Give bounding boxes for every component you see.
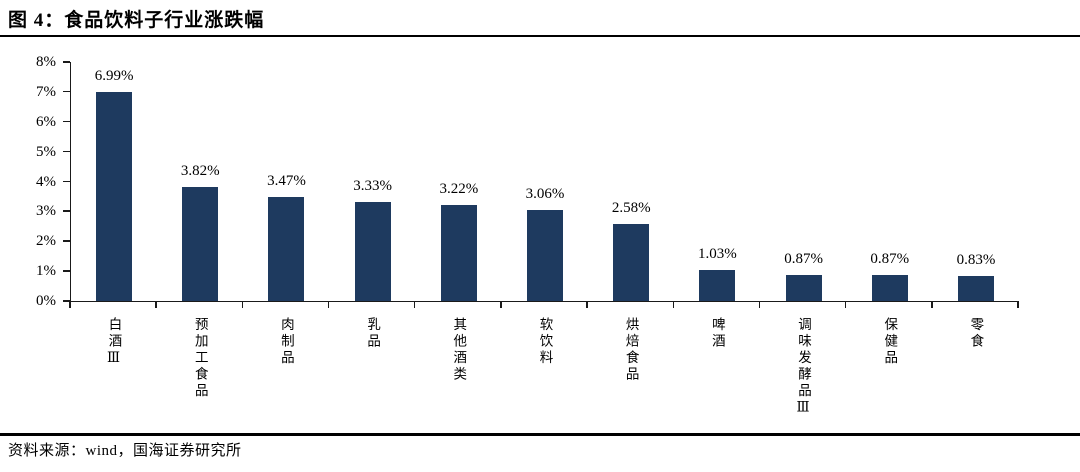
bar [96,92,133,301]
plot-area: 6.99% 3.82% 3.47% 3.33% 3.22% 3.06% 2.58% 1.03%… [70,62,1019,302]
y-axis-label: 1% [36,263,56,280]
x-axis-tick [931,301,933,308]
x-axis-tick [586,301,588,308]
bar-value-label: 0.83% [956,252,996,269]
bar [871,275,908,301]
x-axis-tick [844,301,847,308]
y-axis-label: 7% [36,83,56,100]
bar [268,197,305,301]
category-slot: 预加工食品 [156,317,242,433]
category-label: 烘焙食品 [623,317,639,383]
bar [354,201,391,301]
x-axis-tick [1017,301,1019,308]
x-axis-tick [413,301,416,308]
category-label: 其他酒类 [451,317,467,383]
bar-value-label: 2.58% [611,199,651,216]
y-axis-tick [63,300,70,302]
title-divider [0,35,1080,37]
category-label: 白酒Ⅲ [106,317,122,369]
category-label: 预加工食品 [192,317,208,400]
y-axis-tick [63,180,70,182]
bar-value-label: 3.06% [525,185,565,202]
bar-slot: 1.03% [674,62,760,301]
category-label: 保健品 [882,317,898,367]
bar [527,209,564,301]
bar-slot: 2.58% [588,62,674,301]
x-axis-tick [155,301,157,308]
category-label: 啤酒 [709,317,725,350]
bar [957,276,994,301]
category-slot: 零食 [932,317,1018,433]
bar-value-label: 3.82% [180,162,220,179]
bar-slot: 0.83% [933,62,1019,301]
category-slot: 肉制品 [242,317,328,433]
bar-slot: 3.22% [416,62,502,301]
bar-chart: 6.99% 3.82% 3.47% 3.33% 3.22% 3.06% 2.58% 1.03%… [0,50,1080,433]
y-axis-tick [63,210,70,212]
x-axis-tick [672,301,675,308]
bar [440,204,477,301]
category-slot: 白酒Ⅲ [70,317,156,433]
bar-value-label: 1.03% [698,246,737,263]
category-label: 肉制品 [278,317,294,367]
bar-slot: 3.33% [330,62,416,301]
bar-value-label: 3.22% [439,180,479,197]
category-slot: 乳品 [329,317,415,433]
y-axis-label: 5% [36,143,56,160]
x-axis-tick [241,301,244,308]
y-axis-label: 0% [36,293,56,309]
y-axis-tick [63,240,70,242]
x-axis-tick [758,301,761,308]
y-axis-tick [63,150,70,153]
category-slot: 调味发酵品Ⅲ [760,317,846,433]
footer-divider [0,433,1080,436]
category-label: 软饮料 [537,317,553,367]
y-axis-label: 2% [36,233,56,250]
bar [785,275,822,301]
category-label: 零食 [968,317,984,350]
category-slot: 啤酒 [673,317,759,433]
y-axis-tick [63,120,70,123]
bar-slot: 6.99% [71,62,157,301]
y-axis-label: 6% [36,113,56,130]
bar-value-label: 0.87% [784,251,823,268]
category-axis: 白酒Ⅲ 预加工食品 肉制品 乳品 其他酒类 软饮料 烘焙食品 啤酒 调味发酵品Ⅲ 保健品 零食 [70,317,1018,433]
y-axis-tick [63,270,70,272]
y-axis-label: 8% [36,54,56,70]
x-axis-tick [500,301,502,308]
bar-value-label: 6.99% [94,68,134,85]
category-label: 调味发酵品Ⅲ [796,317,812,419]
x-axis-tick [327,301,330,308]
bar [182,186,219,301]
y-axis-label: 3% [36,203,56,220]
bar-slot: 3.06% [502,62,588,301]
bar [699,270,736,301]
bar-slot: 0.87% [847,62,933,301]
y-axis-tick [63,90,70,93]
category-slot: 烘焙食品 [587,317,673,433]
bar-slot: 3.82% [157,62,243,301]
bar-value-label: 0.87% [870,251,910,268]
bar [613,223,650,301]
category-slot: 软饮料 [501,317,587,433]
category-slot: 保健品 [846,317,932,433]
bar-value-label: 3.33% [353,177,393,194]
bar-slot: 0.87% [761,62,847,301]
category-label: 乳品 [365,317,381,350]
y-axis-tick [63,61,70,63]
y-axis-label: 4% [36,173,56,190]
bar-value-label: 3.47% [267,173,306,190]
figure-title: 图 4：食品饮料子行业涨跌幅 [8,10,265,31]
category-slot: 其他酒类 [415,317,501,433]
source-note: 资料来源：wind，国海证券研究所 [8,443,242,459]
x-axis-tick [69,301,71,308]
bar-slot: 3.47% [243,62,329,301]
